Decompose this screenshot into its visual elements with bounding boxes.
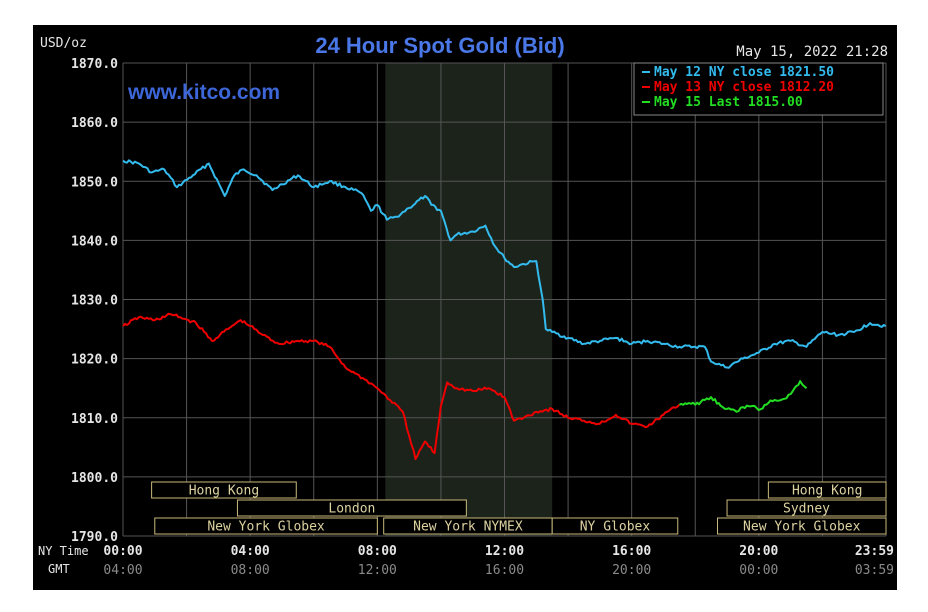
grid-lines <box>122 62 887 537</box>
legend-entry: May 12 NY close 1821.50 <box>654 65 834 80</box>
x-tick-label-ny: 20:00 <box>739 544 778 559</box>
y-tick-label: 1850.0 <box>71 175 118 190</box>
y-tick-label: 1820.0 <box>71 353 118 368</box>
session-label: New York Globex <box>743 520 861 535</box>
x-tick-label-gmt: 08:00 <box>231 563 270 578</box>
series-line-2 <box>122 312 681 461</box>
session-box <box>551 517 679 535</box>
session-box <box>151 481 297 499</box>
series-line-3 <box>679 380 808 413</box>
series-lines <box>122 159 887 461</box>
y-tick-label: 1830.0 <box>71 294 118 309</box>
y-tick-label: 1790.0 <box>71 530 118 545</box>
session-box <box>154 517 378 535</box>
session-box <box>236 499 467 517</box>
timestamp: May 15, 2022 21:28 <box>736 44 888 60</box>
x-tick-label-ny: 16:00 <box>612 544 651 559</box>
y-tick-label: 1800.0 <box>71 471 118 486</box>
y-axis-ticks: 1870.0 1860.0 1850.0 1840.0 1830.0 1820.0 1810… <box>71 57 118 545</box>
session-label: New York NYMEX <box>413 520 523 535</box>
session-box <box>767 481 887 499</box>
source-watermark: www.kitco.com <box>127 81 280 104</box>
session-label: Hong Kong <box>189 484 259 499</box>
y-axis-label: USD/oz <box>40 36 87 51</box>
session-box <box>717 517 887 535</box>
y-tick-label: 1810.0 <box>71 412 118 427</box>
series-line-1 <box>122 159 887 369</box>
x-tick-label-gmt: 03:59 <box>855 563 894 578</box>
x-tick-label-ny: 12:00 <box>485 544 524 559</box>
x-row-label-gmt: GMT <box>48 562 70 576</box>
y-tick-label: 1870.0 <box>71 57 118 72</box>
x-tick-label-gmt: 12:00 <box>358 563 397 578</box>
session-label: Hong Kong <box>792 484 862 499</box>
y-tick-label: 1860.0 <box>71 116 118 131</box>
x-tick-label-ny: 00:00 <box>103 544 142 559</box>
session-label: NY Globex <box>580 520 651 535</box>
session-label: New York Globex <box>207 520 325 535</box>
x-tick-label-ny: 08:00 <box>358 544 397 559</box>
legend-entry: May 13 NY close 1812.20 <box>654 80 834 95</box>
session-box <box>726 499 887 517</box>
x-tick-label-gmt: 04:00 <box>103 563 142 578</box>
legend-entry: May 15 Last 1815.00 <box>654 95 803 110</box>
session-label: Sydney <box>783 502 830 517</box>
y-tick-label: 1840.0 <box>71 234 118 249</box>
x-row-label-ny: NY Time <box>38 544 89 558</box>
x-tick-label-gmt: 16:00 <box>485 563 524 578</box>
session-label: London <box>328 502 375 517</box>
x-tick-label-gmt: 00:00 <box>739 563 778 578</box>
chart-title: 24 Hour Spot Gold (Bid) <box>315 33 564 58</box>
x-tick-label-gmt: 20:00 <box>612 563 651 578</box>
legend-box <box>633 62 884 116</box>
x-tick-label-ny: 04:00 <box>231 544 270 559</box>
x-axis-ticks: NY Time GMT 00:00 04:00 04:00 08:00 08:00 12:00… <box>38 544 894 578</box>
x-tick-label-ny: 23:59 <box>855 544 894 559</box>
